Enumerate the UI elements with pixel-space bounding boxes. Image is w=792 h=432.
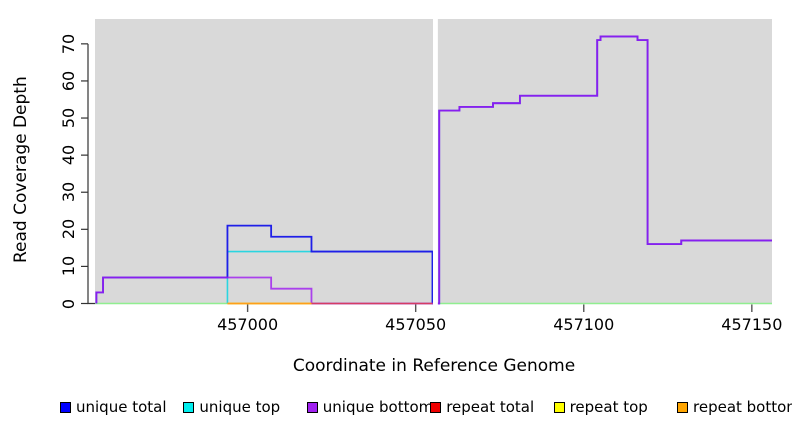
legend-label: repeat bottom <box>693 398 792 416</box>
coverage-gap-band <box>432 19 438 305</box>
legend-label: unique bottom <box>322 398 434 416</box>
legend-label: repeat total <box>446 398 535 416</box>
legend-swatch-unique-total <box>60 402 71 413</box>
y-axis-title: Read Coverage Depth <box>11 76 31 263</box>
x-axis-title: Coordinate in Reference Genome <box>292 356 576 376</box>
x-tick-label-457100: 457100 <box>553 315 615 334</box>
y-tick-label-60: 60 <box>59 70 78 92</box>
legend-swatch-unique-bottom <box>306 402 318 413</box>
series-unique-bottom-line <box>95 35 772 305</box>
y-tick-label-40: 40 <box>59 144 78 166</box>
y-tick-label-30: 30 <box>59 182 78 203</box>
y-tick-label-0: 0 <box>59 298 78 309</box>
legend-label: unique top <box>199 398 281 416</box>
legend-swatch-repeat-top <box>553 402 565 413</box>
legend-swatch-repeat-total <box>430 402 442 413</box>
legend-swatch-repeat-bottom <box>677 402 688 413</box>
y-tick-label-20: 20 <box>59 219 78 240</box>
x-tick-label-457150: 457150 <box>721 315 783 334</box>
legend-label: repeat top <box>569 398 648 416</box>
y-tick-label-10: 10 <box>59 256 78 277</box>
legend-swatch-unique-top <box>183 402 195 413</box>
y-tick-label-70: 70 <box>59 33 78 55</box>
legend-label: unique total <box>76 398 167 416</box>
x-tick-label-457000: 457000 <box>217 315 279 334</box>
x-tick-label-457050: 457050 <box>385 315 447 334</box>
y-axis-line <box>87 43 95 305</box>
legend: unique total unique top unique bottom repea… <box>0 396 792 422</box>
y-tick-label-50: 50 <box>59 107 78 129</box>
